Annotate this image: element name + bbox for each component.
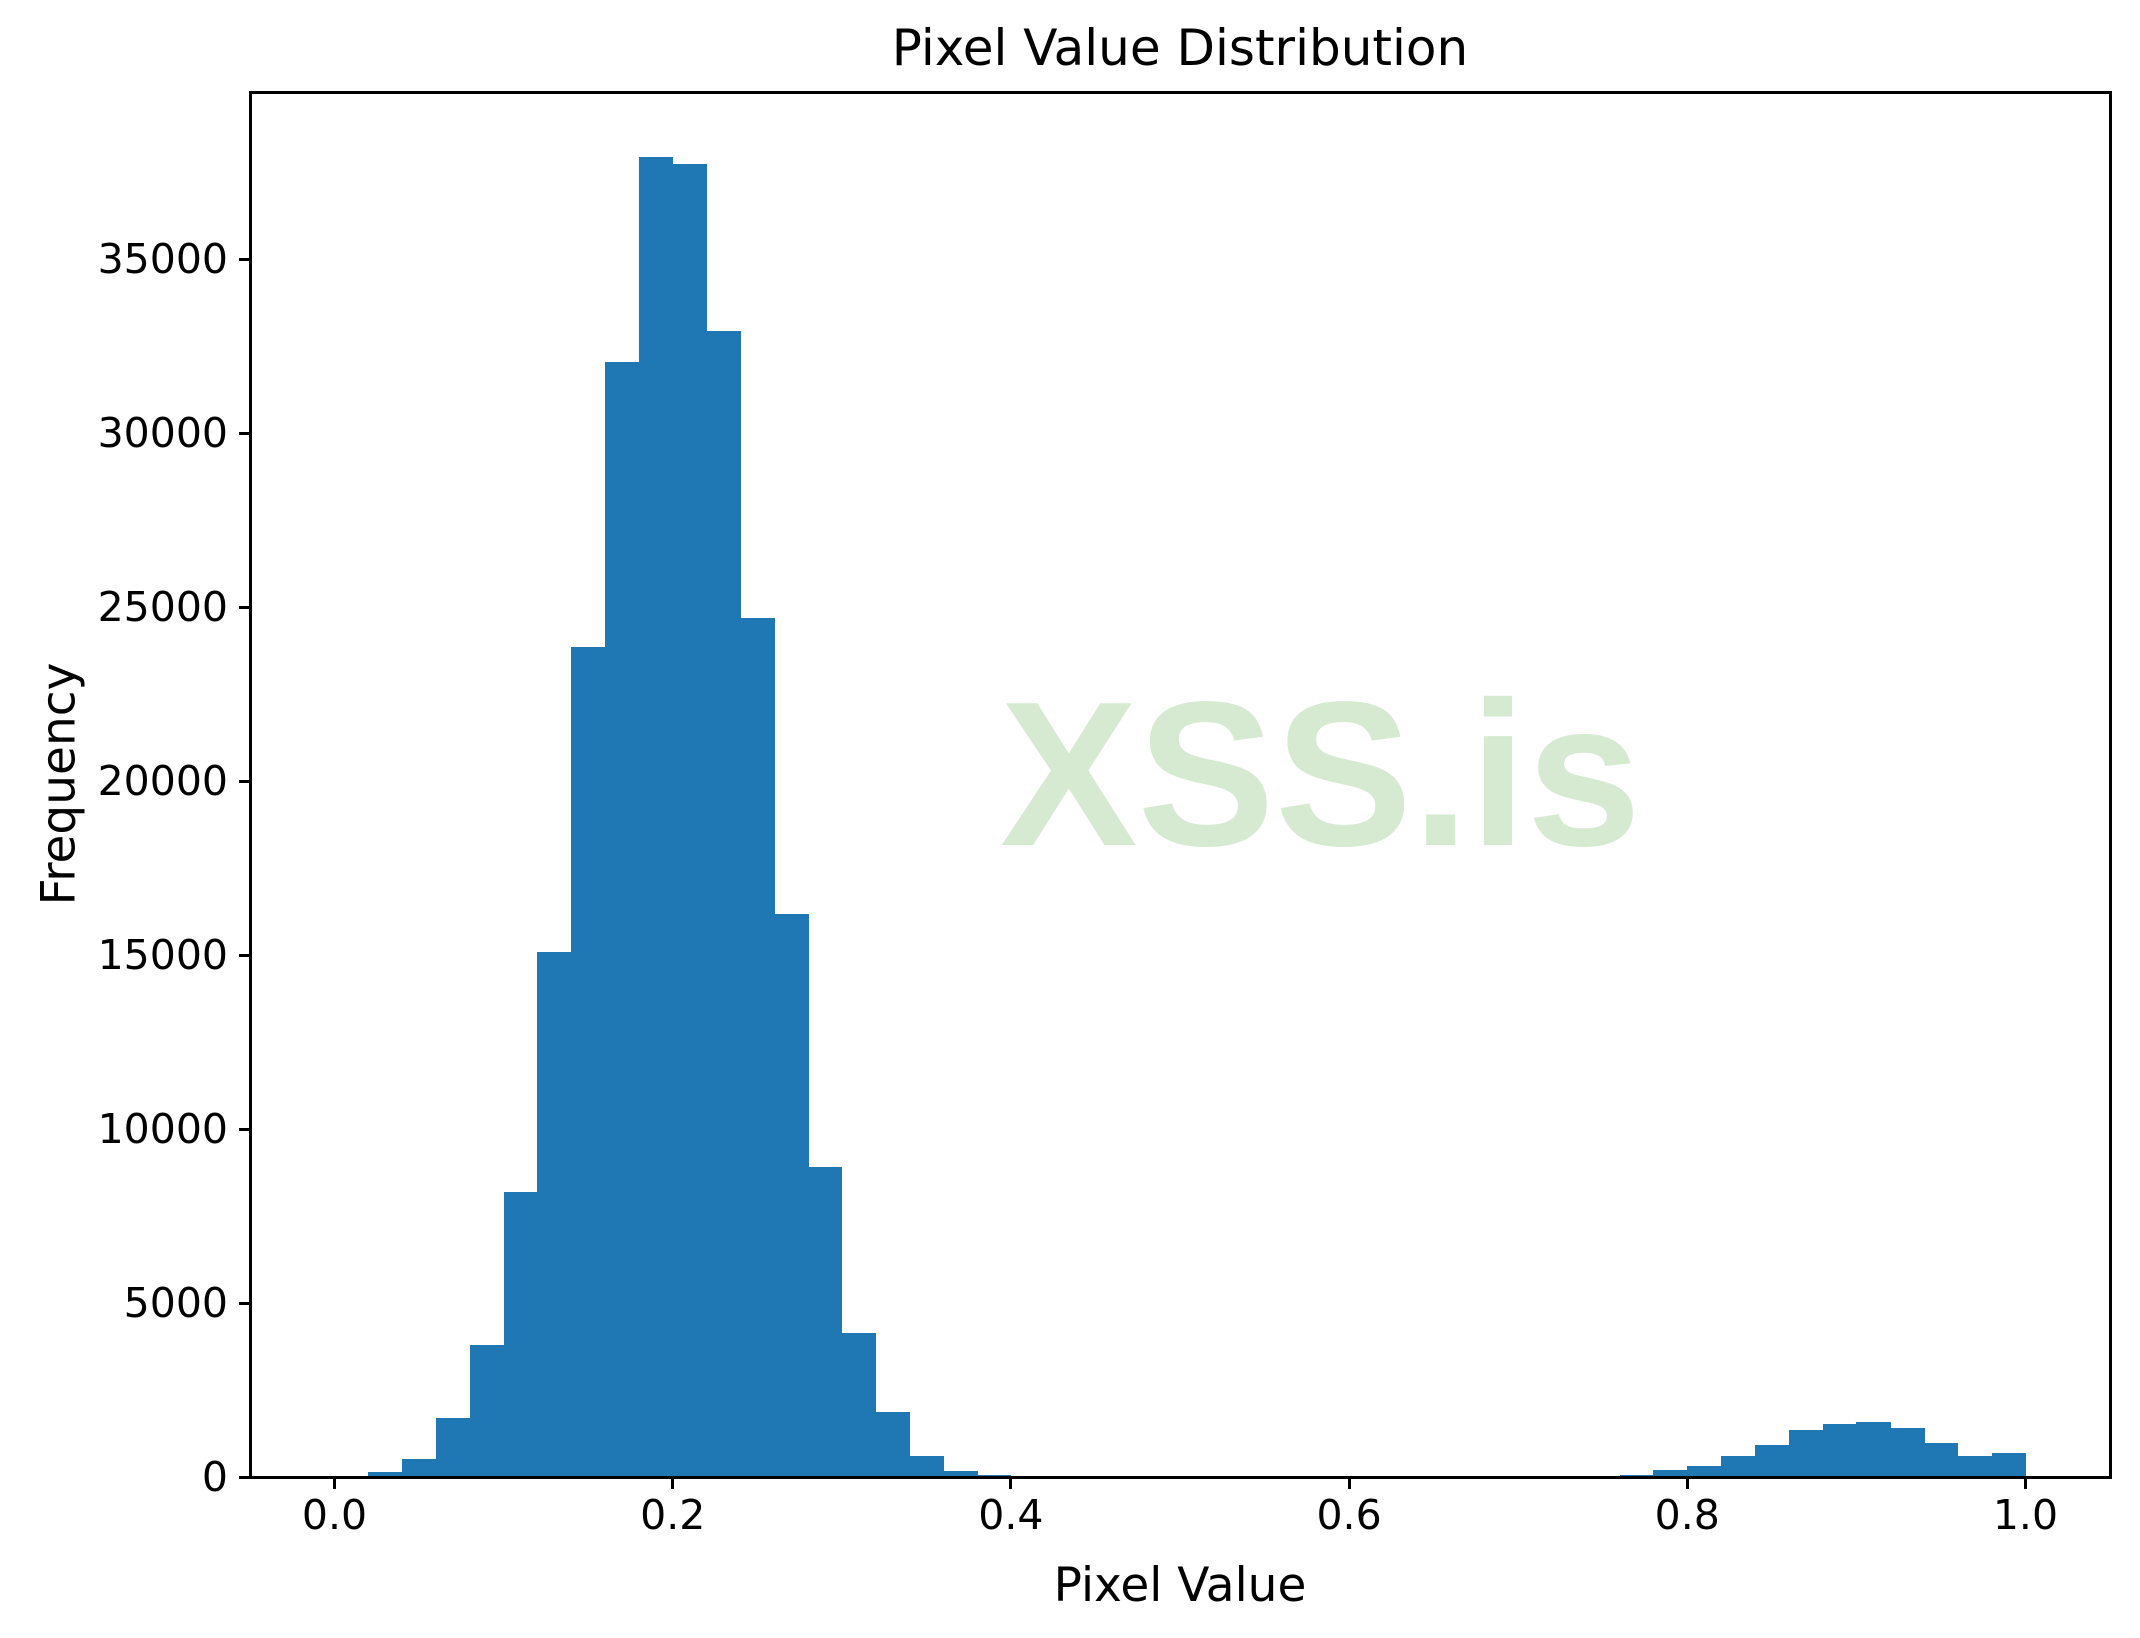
histogram-bar <box>436 1417 471 1477</box>
x-tick-mark <box>671 1478 675 1489</box>
histogram-bar <box>1957 1456 1993 1477</box>
histogram-bar <box>841 1332 877 1477</box>
x-tick-mark <box>333 1478 337 1489</box>
histogram-bar <box>909 1456 944 1477</box>
histogram-bar <box>1991 1453 2027 1477</box>
x-tick-mark <box>2023 1478 2027 1489</box>
y-tick-mark <box>238 779 249 783</box>
histogram-bar <box>740 617 775 1477</box>
x-tick-mark <box>1685 1478 1689 1489</box>
histogram-bar <box>774 913 809 1477</box>
x-tick-label: 0.8 <box>1654 1491 1720 1539</box>
plot-area: XSS.is <box>250 92 2110 1477</box>
y-tick-mark <box>238 1301 249 1305</box>
histogram-bar <box>1822 1424 1857 1477</box>
histogram-bar <box>368 1471 403 1477</box>
top-spine <box>248 90 2112 94</box>
chart-title: Pixel Value Distribution <box>891 19 1469 77</box>
x-tick-label: 1.0 <box>1992 1491 2059 1539</box>
histogram-bar <box>605 362 640 1477</box>
histogram-bar <box>808 1167 843 1477</box>
histogram-bar <box>1721 1456 1756 1477</box>
x-tick-label: 0.4 <box>978 1491 1044 1539</box>
x-tick-label: 0.6 <box>1316 1491 1382 1539</box>
histogram-bar <box>943 1470 978 1477</box>
histogram-bar <box>875 1412 911 1477</box>
y-tick-label: 15000 <box>97 931 228 979</box>
histogram-bar <box>469 1345 505 1477</box>
histogram-bar <box>672 163 708 1477</box>
y-tick-mark <box>238 1127 249 1131</box>
histogram-bar <box>1687 1466 1722 1477</box>
right-spine <box>2108 90 2112 1479</box>
histogram-bar <box>1924 1442 1959 1477</box>
x-tick-mark <box>1347 1478 1351 1489</box>
y-tick-label: 35000 <box>97 235 228 284</box>
histogram-bar <box>1788 1430 1824 1477</box>
y-tick-mark <box>238 1475 249 1479</box>
y-tick-label: 20000 <box>97 757 228 806</box>
histogram-bar <box>503 1191 539 1477</box>
bottom-spine <box>248 1475 2112 1479</box>
x-tick-label: 0.0 <box>301 1491 368 1539</box>
y-axis-label: Frequency <box>31 662 87 906</box>
y-tick-mark <box>238 257 249 261</box>
y-tick-label: 5000 <box>123 1279 228 1327</box>
watermark-text: XSS.is <box>1000 659 1642 889</box>
x-axis-label: Pixel Value <box>1053 1558 1307 1613</box>
y-tick-mark <box>238 953 249 957</box>
histogram-bar <box>1890 1427 1925 1477</box>
left-spine <box>248 90 252 1479</box>
y-tick-mark <box>238 431 249 435</box>
histogram-bar <box>1754 1445 1790 1477</box>
histogram-bar <box>1653 1470 1688 1477</box>
y-tick-label: 30000 <box>97 409 228 458</box>
histogram-bar <box>402 1458 437 1477</box>
histogram-bar <box>706 330 741 1477</box>
x-tick-label: 0.2 <box>640 1491 706 1539</box>
y-tick-label: 10000 <box>97 1105 228 1153</box>
histogram-bar <box>571 647 606 1477</box>
y-tick-mark <box>238 605 249 609</box>
y-tick-label: 0 <box>201 1453 228 1501</box>
y-tick-label: 25000 <box>97 583 228 632</box>
histogram-bar <box>638 157 674 1477</box>
x-tick-mark <box>1009 1478 1013 1489</box>
histogram-bar <box>1856 1421 1891 1477</box>
histogram-bar <box>537 951 572 1477</box>
